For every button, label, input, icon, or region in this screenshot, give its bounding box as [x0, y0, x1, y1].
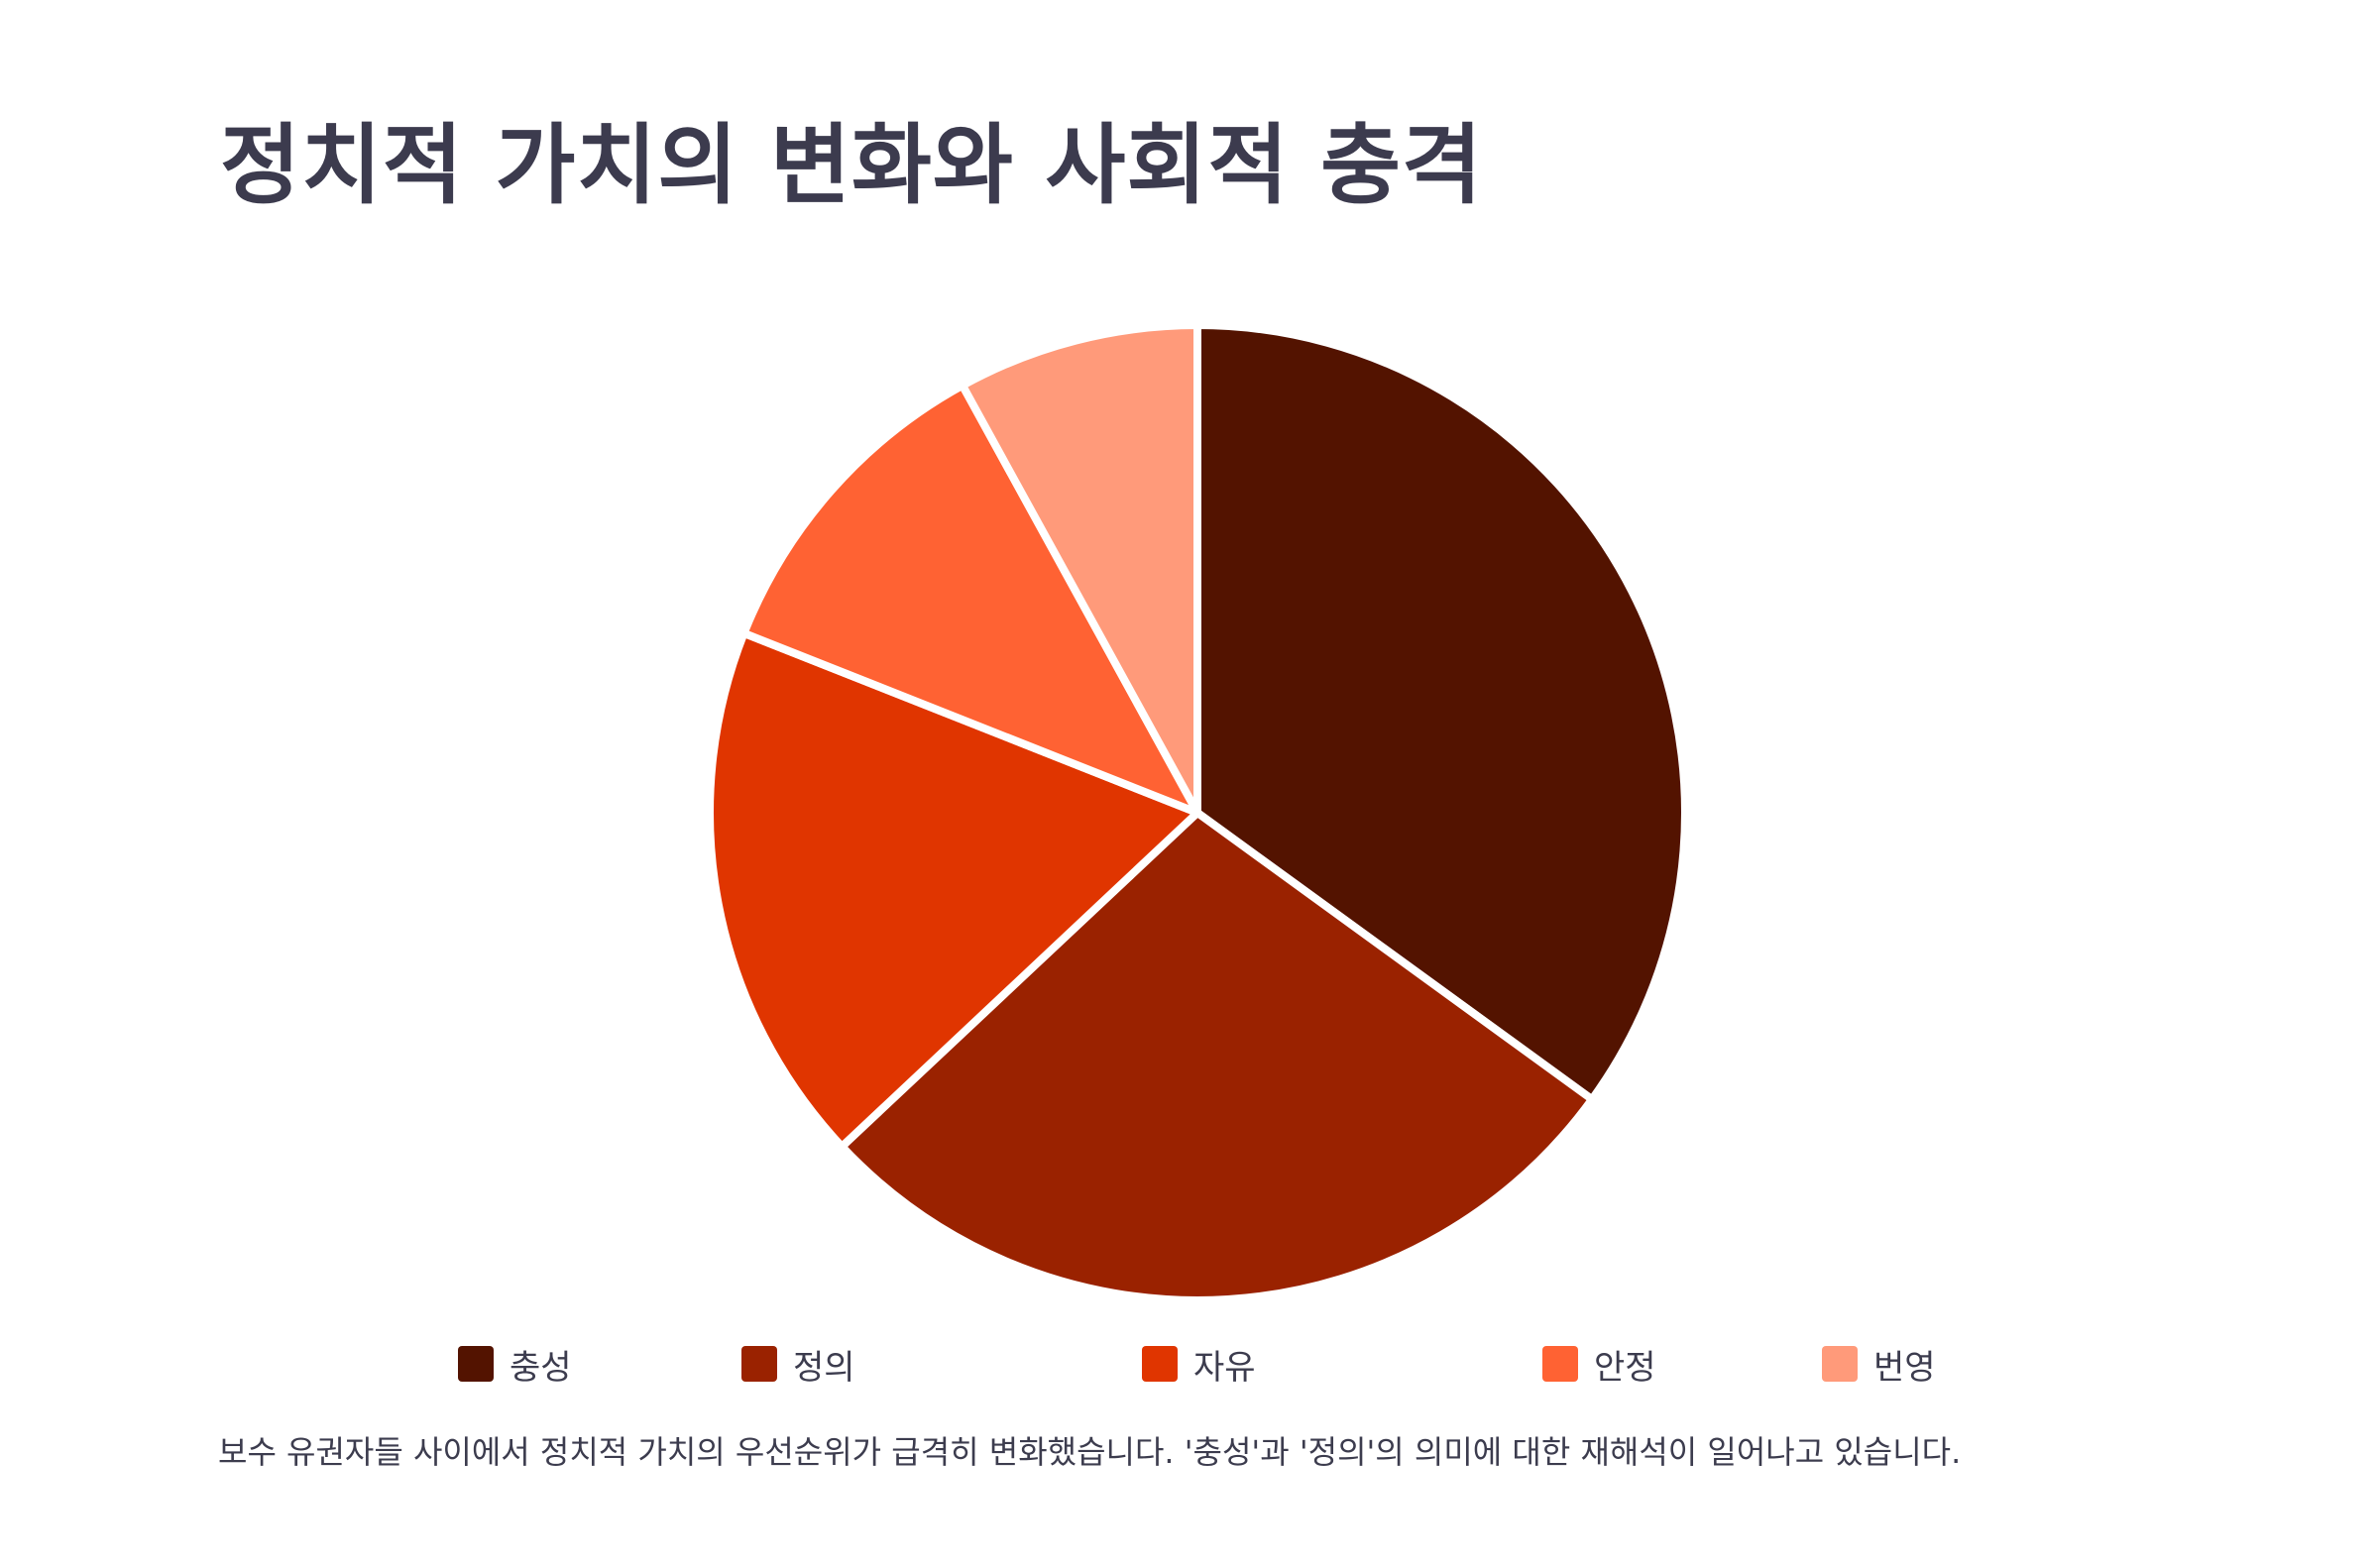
legend-item-0[interactable]: 충성	[458, 1344, 572, 1388]
legend-swatch	[1542, 1346, 1578, 1382]
pie-slice-5[interactable]	[958, 321, 1201, 817]
legend-item-4[interactable]: 번영	[1822, 1344, 1936, 1388]
legend-label: 정의	[793, 1347, 855, 1388]
legend-swatch	[1142, 1346, 1178, 1382]
legend-swatch	[458, 1346, 494, 1382]
legend-item-1[interactable]: 정의	[741, 1344, 855, 1388]
pie-slice-3[interactable]	[706, 628, 1201, 1151]
legend-label: 번영	[1873, 1347, 1936, 1388]
pie-slice-2[interactable]	[838, 809, 1597, 1304]
legend-item-3[interactable]: 안정	[1542, 1344, 1656, 1388]
legend-label: 안정	[1594, 1347, 1656, 1388]
pie-slices	[706, 321, 1689, 1304]
legend-label: 충성	[510, 1347, 572, 1388]
legend-swatch	[1822, 1346, 1858, 1382]
chart-title: 정치적 가치의 변화와 사회적 충격	[220, 114, 1483, 216]
legend-item-2[interactable]: 자유	[1142, 1344, 1256, 1388]
pie-slice-1[interactable]	[1193, 321, 1689, 1104]
chart-caption: 보수 유권자들 사이에서 정치적 가치의 우선순위가 급격히 변화했습니다. '…	[218, 1433, 1962, 1471]
legend-label: 자유	[1193, 1347, 1256, 1388]
pie-slice-4[interactable]	[739, 381, 1201, 817]
legend-swatch	[741, 1346, 777, 1382]
